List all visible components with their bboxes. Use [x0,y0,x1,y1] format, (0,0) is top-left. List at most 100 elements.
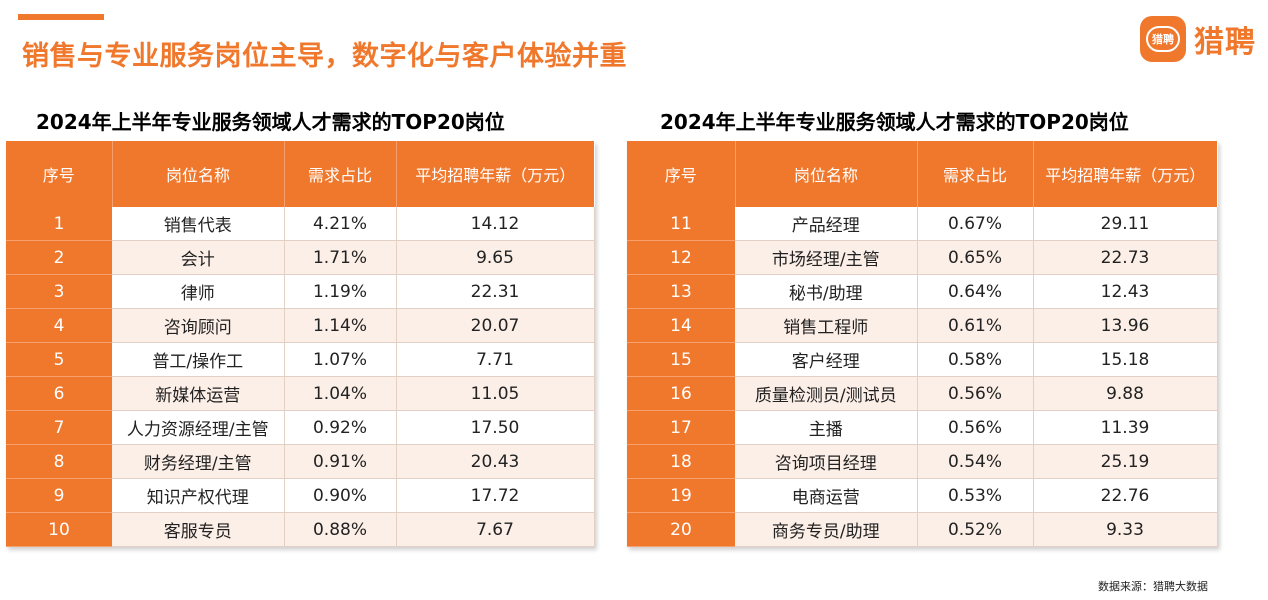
table-row: 5 普工/操作工 1.07% 7.71 [6,342,595,377]
row-index: 15 [627,342,735,377]
avg-salary: 9.88 [1033,376,1218,411]
position-name: 会计 [112,240,285,275]
position-name: 销售工程师 [735,308,918,343]
position-name: 普工/操作工 [112,342,285,377]
table-row: 13 秘书/助理 0.64% 12.43 [627,274,1218,309]
row-index: 5 [6,342,112,377]
avg-salary: 25.19 [1033,444,1218,479]
demand-share: 0.61% [917,308,1034,343]
demand-share: 1.14% [284,308,397,343]
table-row: 9 知识产权代理 0.90% 17.72 [6,478,595,513]
table-row: 14 销售工程师 0.61% 13.96 [627,308,1218,343]
row-index: 3 [6,274,112,309]
table-row: 15 客户经理 0.58% 15.18 [627,342,1218,377]
header-share: 需求占比 [917,141,1034,207]
row-index: 19 [627,478,735,513]
page-headline: 销售与专业服务岗位主导，数字化与客户体验并重 [22,41,627,72]
position-name: 人力资源经理/主管 [112,410,285,445]
table-row: 8 财务经理/主管 0.91% 20.43 [6,444,595,479]
demand-share: 1.19% [284,274,397,309]
position-name: 商务专员/助理 [735,512,918,547]
demand-share: 0.52% [917,512,1034,547]
row-index: 8 [6,444,112,479]
position-name: 客户经理 [735,342,918,377]
row-index: 1 [6,207,112,241]
avg-salary: 11.05 [396,376,595,411]
demand-share: 1.04% [284,376,397,411]
table-row: 4 咨询顾问 1.14% 20.07 [6,308,595,343]
row-index: 6 [6,376,112,411]
row-index: 20 [627,512,735,547]
demand-share: 0.90% [284,478,397,513]
demand-share: 0.65% [917,240,1034,275]
position-name: 知识产权代理 [112,478,285,513]
position-name: 产品经理 [735,207,918,241]
top-accent-bar [18,14,104,20]
avg-salary: 15.18 [1033,342,1218,377]
position-name: 新媒体运营 [112,376,285,411]
avg-salary: 12.43 [1033,274,1218,309]
liepin-logo: 猎聘 猎聘 [1140,16,1256,62]
table-row: 1 销售代表 4.21% 14.12 [6,207,595,241]
demand-share: 0.92% [284,410,397,445]
demand-share: 0.91% [284,444,397,479]
demand-share: 0.54% [917,444,1034,479]
demand-share: 0.88% [284,512,397,547]
data-source-note: 数据来源：猎聘大数据 [1098,580,1208,593]
logo-text: 猎聘 [1194,25,1256,60]
demand-share: 4.21% [284,207,397,241]
position-name: 质量检测员/测试员 [735,376,918,411]
table-row: 2 会计 1.71% 9.65 [6,240,595,275]
avg-salary: 13.96 [1033,308,1218,343]
header-index: 序号 [6,141,113,207]
header-salary: 平均招聘年薪（万元） [1033,141,1217,207]
row-index: 7 [6,410,112,445]
logo-badge-text: 猎聘 [1146,26,1180,52]
avg-salary: 9.33 [1033,512,1218,547]
avg-salary: 20.43 [396,444,595,479]
row-index: 16 [627,376,735,411]
position-name: 财务经理/主管 [112,444,285,479]
demand-share: 0.53% [917,478,1034,513]
avg-salary: 7.71 [396,342,595,377]
table-row: 3 律师 1.19% 22.31 [6,274,595,309]
row-index: 13 [627,274,735,309]
row-index: 4 [6,308,112,343]
table-row: 16 质量检测员/测试员 0.56% 9.88 [627,376,1218,411]
table-row: 7 人力资源经理/主管 0.92% 17.50 [6,410,595,445]
right-ranking-table: 序号 岗位名称 需求占比 平均招聘年薪（万元） 11 产品经理 0.67% 29… [627,141,1218,547]
left-table-title: 2024年上半年专业服务领域人才需求的TOP20岗位 [36,110,505,134]
position-name: 咨询顾问 [112,308,285,343]
left-ranking-table: 序号 岗位名称 需求占比 平均招聘年薪（万元） 1 销售代表 4.21% 14.… [6,141,595,547]
avg-salary: 29.11 [1033,207,1218,241]
table-row: 6 新媒体运营 1.04% 11.05 [6,376,595,411]
demand-share: 1.71% [284,240,397,275]
avg-salary: 17.50 [396,410,595,445]
position-name: 秘书/助理 [735,274,918,309]
table-row: 19 电商运营 0.53% 22.76 [627,478,1218,513]
header-index: 序号 [627,141,736,207]
position-name: 主播 [735,410,918,445]
table-header-row: 序号 岗位名称 需求占比 平均招聘年薪（万元） [6,141,594,207]
avg-salary: 14.12 [396,207,595,241]
row-index: 11 [627,207,735,241]
avg-salary: 22.73 [1033,240,1218,275]
demand-share: 0.56% [917,376,1034,411]
header-salary: 平均招聘年薪（万元） [396,141,594,207]
table-row: 10 客服专员 0.88% 7.67 [6,512,595,547]
table-row: 11 产品经理 0.67% 29.11 [627,207,1218,241]
avg-salary: 22.76 [1033,478,1218,513]
position-name: 律师 [112,274,285,309]
avg-salary: 20.07 [396,308,595,343]
demand-share: 0.64% [917,274,1034,309]
position-name: 客服专员 [112,512,285,547]
table-header-row: 序号 岗位名称 需求占比 平均招聘年薪（万元） [627,141,1217,207]
demand-share: 0.58% [917,342,1034,377]
logo-badge-icon: 猎聘 [1140,16,1186,62]
right-table-title: 2024年上半年专业服务领域人才需求的TOP20岗位 [660,110,1129,134]
header-position: 岗位名称 [735,141,918,207]
position-name: 销售代表 [112,207,285,241]
table-row: 12 市场经理/主管 0.65% 22.73 [627,240,1218,275]
avg-salary: 9.65 [396,240,595,275]
row-index: 9 [6,478,112,513]
